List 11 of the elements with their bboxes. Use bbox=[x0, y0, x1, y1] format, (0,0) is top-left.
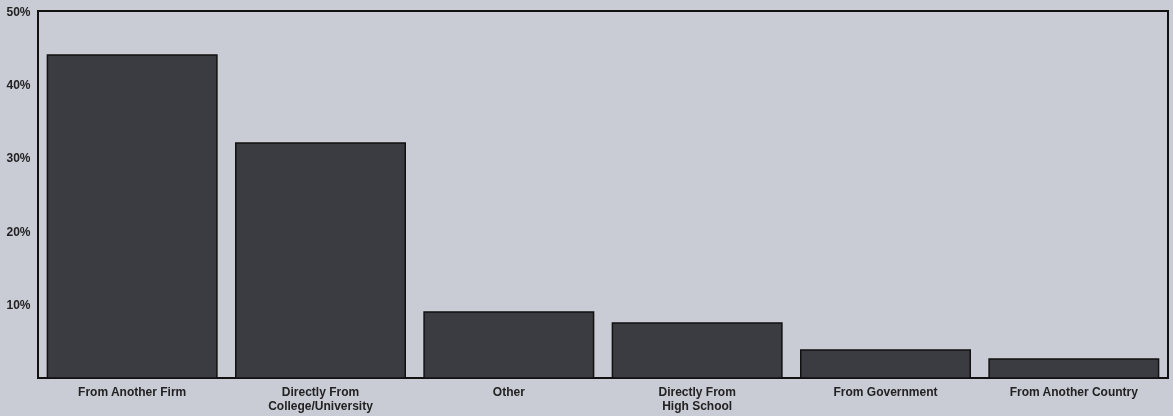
x-tick-label: From Another Firm bbox=[78, 384, 187, 399]
x-tick-label: Directly From College/University bbox=[268, 384, 374, 413]
y-tick-label: 30% bbox=[6, 151, 31, 166]
x-tick-label: Directly From High School bbox=[658, 384, 736, 413]
x-tick-label: Other bbox=[492, 384, 526, 399]
y-tick-label: 10% bbox=[6, 298, 31, 313]
y-tick-label: 40% bbox=[6, 77, 31, 92]
y-tick-label: 20% bbox=[6, 224, 31, 239]
x-tick-label: From Another Country bbox=[1009, 384, 1139, 399]
y-tick-label: 50% bbox=[6, 4, 31, 19]
x-tick-label: From Government bbox=[833, 384, 938, 399]
